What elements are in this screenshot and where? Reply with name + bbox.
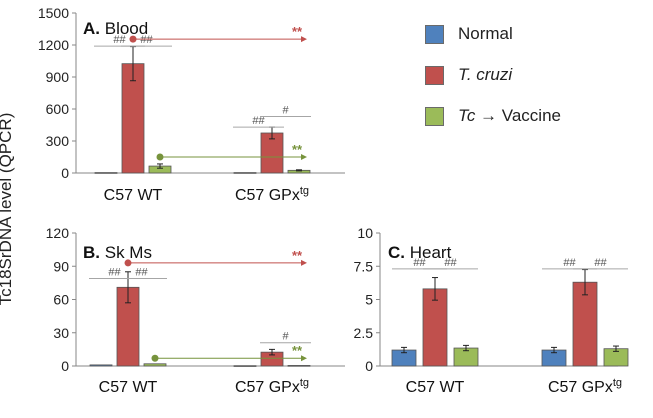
legend-label-t-cruzi: T. cruzi: [458, 65, 513, 84]
panel-name: Heart: [410, 243, 452, 262]
significance-label: ##: [135, 266, 148, 278]
category-superscript: tg: [300, 185, 309, 197]
category-label: C57 WT: [99, 379, 158, 396]
y-tick-label: 300: [46, 133, 70, 149]
y-tick-label: 60: [53, 292, 69, 308]
significance-label: #: [282, 331, 289, 343]
category-text: C57 WT: [104, 187, 163, 204]
bar: [233, 365, 257, 367]
significance-label: ##: [594, 257, 607, 269]
category-text: C57 GPx: [235, 379, 300, 396]
category-superscript: tg: [300, 377, 309, 389]
arrow-significance-label: **: [292, 248, 303, 263]
significance-label: ##: [563, 257, 576, 269]
y-tick-label: 1500: [38, 5, 69, 21]
bar: [143, 363, 167, 367]
panel-title: B. Sk Ms: [83, 243, 152, 262]
y-tick-label: 0: [61, 165, 69, 181]
panel-title: A. Blood: [83, 19, 148, 38]
y-tick-label: 5: [365, 292, 373, 308]
panel-name: Sk Ms: [105, 243, 152, 262]
category-text: C57 WT: [406, 379, 465, 396]
y-tick-label: 120: [46, 225, 70, 241]
category-label: C57 GPxtg: [548, 377, 622, 396]
arrow-head: [301, 259, 307, 266]
significance-label: ##: [113, 34, 126, 46]
significance-label: ##: [108, 266, 121, 278]
significance-label: ##: [252, 115, 265, 127]
y-tick-label: 90: [53, 258, 69, 274]
y-tick-label: 2.5: [354, 325, 374, 341]
bar: [572, 281, 598, 367]
significance-label: ##: [413, 257, 426, 269]
legend-swatch-vaccine: [425, 107, 444, 126]
category-label: C57 GPxtg: [235, 377, 309, 396]
y-tick-label: 0: [61, 358, 69, 374]
bar: [287, 365, 311, 367]
legend-swatch-t-cruzi: [425, 66, 444, 85]
category-text: C57 GPx: [548, 379, 613, 396]
arrow-head: [301, 36, 307, 43]
arrow-significance-label: **: [292, 343, 303, 358]
legend-swatch-normal: [425, 25, 444, 44]
y-tick-label: 7.5: [354, 258, 374, 274]
significance-label: #: [282, 104, 289, 116]
category-text: C57 WT: [99, 379, 158, 396]
significance-label: ##: [140, 34, 153, 46]
category-label: C57 WT: [406, 379, 465, 396]
category-text: C57 GPx: [235, 187, 300, 204]
y-tick-label: 0: [365, 358, 373, 374]
panel-letter: B.: [83, 243, 105, 262]
category-superscript: tg: [613, 377, 622, 389]
category-label: C57 WT: [104, 187, 163, 204]
legend-label-normal: Normal: [458, 24, 513, 43]
panel-name: Blood: [105, 19, 148, 38]
arrow-significance-label: **: [292, 142, 303, 157]
legend-label-vaccine: Tc → Vaccine: [458, 106, 561, 125]
y-tick-label: 900: [46, 69, 70, 85]
y-tick-label: 30: [53, 325, 69, 341]
y-tick-label: 600: [46, 101, 70, 117]
y-tick-label: 10: [357, 225, 373, 241]
significance-label: ##: [444, 257, 457, 269]
arrow-head: [301, 355, 307, 362]
arrow-significance-label: **: [292, 24, 303, 39]
y-tick-label: 1200: [38, 37, 69, 53]
panel-letter: C.: [388, 243, 410, 262]
bar: [89, 364, 113, 367]
panel-letter: A.: [83, 19, 105, 38]
panel-title: C. Heart: [388, 243, 452, 262]
bar: [233, 172, 257, 174]
bar: [94, 172, 118, 174]
category-label: C57 GPxtg: [235, 185, 309, 204]
arrow-head: [301, 154, 307, 160]
bar: [422, 288, 448, 367]
